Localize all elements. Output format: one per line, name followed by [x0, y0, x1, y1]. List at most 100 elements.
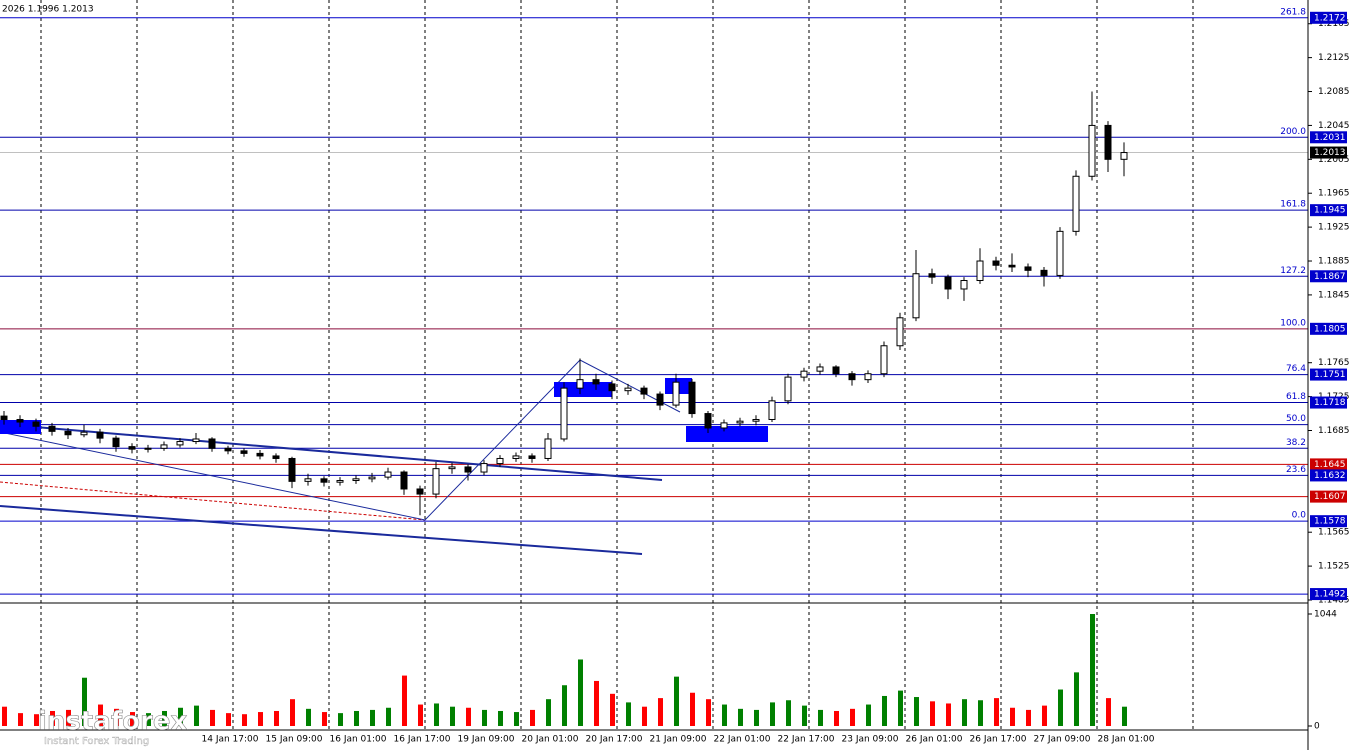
v-tick-label: 1044: [1314, 610, 1337, 620]
candle-body: [816, 366, 824, 372]
volume-bar: [898, 690, 903, 726]
candle-body: [1104, 124, 1112, 160]
x-tick-label: 22 Jan 01:00: [714, 735, 771, 745]
y-tick-label: 1.1685: [1318, 426, 1350, 436]
fib-label: 50.0: [1286, 414, 1306, 424]
level-price: 1.1492: [1314, 590, 1346, 600]
x-tick-label: 16 Jan 17:00: [394, 735, 451, 745]
level-price: 1.1645: [1314, 460, 1346, 470]
volume-bar: [1042, 705, 1047, 726]
candle-body: [944, 276, 952, 290]
volume-bar: [82, 677, 87, 726]
candles: [0, 91, 1128, 516]
fib-label: 23.6: [1286, 465, 1306, 475]
volume-bar: [578, 659, 583, 726]
volume-bar: [194, 705, 199, 726]
candle-body: [752, 418, 760, 422]
volume-bar: [626, 702, 631, 726]
fib-label: 161.8: [1280, 200, 1306, 210]
y-tick-label: 1.1845: [1318, 290, 1350, 300]
level-price: 1.2172: [1314, 13, 1346, 23]
x-tick-label: 19 Jan 09:00: [458, 735, 515, 745]
candle-body: [16, 418, 24, 423]
volume: [2, 614, 1127, 726]
candle-body: [80, 431, 88, 436]
level-box: [1310, 11, 1347, 24]
candle-body: [992, 260, 1000, 266]
level-box: [1310, 588, 1347, 601]
volume-bar: [978, 700, 983, 726]
volume-bar: [98, 704, 103, 726]
volume-bar: [1074, 672, 1079, 726]
volume-bar: [802, 705, 807, 726]
candle-body: [416, 488, 424, 495]
fib-label: 61.8: [1286, 392, 1306, 402]
level-price: 1.1607: [1314, 492, 1346, 502]
x-tick-label: 21 Jan 09:00: [650, 735, 707, 745]
candle-body: [512, 455, 520, 459]
candle-body: [96, 431, 104, 439]
level-price: 1.1718: [1314, 398, 1346, 408]
volume-bar: [706, 699, 711, 726]
volume-bar: [338, 713, 343, 726]
volume-bar: [1122, 706, 1127, 726]
candle-body: [432, 468, 440, 495]
header: 2026 1.1996 1.2013: [2, 5, 94, 15]
volume-bar: [914, 697, 919, 726]
candle-body: [656, 393, 664, 406]
candle-body: [304, 478, 312, 482]
level-price: 1.1632: [1314, 471, 1346, 481]
x-tick-label: 20 Jan 17:00: [586, 735, 643, 745]
volume-bar: [770, 702, 775, 726]
fib-label: 261.8: [1280, 7, 1306, 17]
candle-body: [880, 345, 888, 375]
candle-body: [960, 280, 968, 290]
volume-bar: [866, 704, 871, 726]
volume-bar: [1090, 614, 1095, 726]
candle-body: [0, 415, 8, 420]
candle-body: [976, 260, 984, 282]
volume-bar: [50, 710, 55, 726]
volume-bar: [146, 713, 151, 726]
volume-bar: [530, 709, 535, 726]
volume-bar: [34, 714, 39, 726]
volume-bar: [322, 712, 327, 726]
level-box: [1310, 490, 1347, 503]
watermark-sub: Instant Forex Trading: [44, 736, 149, 747]
volume-bar: [354, 710, 359, 726]
volume-bar: [258, 712, 263, 726]
candle-body: [48, 425, 56, 432]
volume-bar: [226, 713, 231, 726]
x-tick-label: 15 Jan 09:00: [266, 735, 323, 745]
current-price: 1.2013: [1314, 148, 1346, 158]
candle-body: [576, 379, 584, 389]
candle-body: [736, 420, 744, 424]
candle-body: [128, 446, 136, 450]
x-tick-label: 14 Jan 17:00: [202, 735, 259, 745]
y-tick-label: 1.2045: [1318, 121, 1350, 131]
candle-body: [1072, 175, 1080, 232]
volume-bar: [594, 680, 599, 726]
candle-body: [912, 273, 920, 319]
candle-body: [256, 452, 264, 457]
candle-body: [160, 444, 168, 449]
volume-bar: [722, 704, 727, 726]
volume-bar: [178, 707, 183, 726]
y-tick-label: 1.1925: [1318, 223, 1350, 233]
volume-bar: [1026, 709, 1031, 726]
v-tick-label: 0: [1314, 722, 1320, 732]
y-tick-label: 1.2085: [1318, 87, 1350, 97]
level-price: 1.2031: [1314, 133, 1346, 143]
volume-bar: [450, 706, 455, 726]
volume-bar: [834, 710, 839, 726]
candle-body: [272, 455, 280, 459]
level-price: 1.1945: [1314, 206, 1346, 216]
candle-body: [784, 376, 792, 402]
volume-bar: [386, 707, 391, 726]
volume-bar: [962, 699, 967, 726]
level-box: [1310, 270, 1347, 283]
level-box: [1310, 368, 1347, 381]
fib-label: 200.0: [1280, 127, 1306, 137]
candle-body: [208, 438, 216, 449]
y-tick-label: 1.1525: [1318, 562, 1350, 572]
